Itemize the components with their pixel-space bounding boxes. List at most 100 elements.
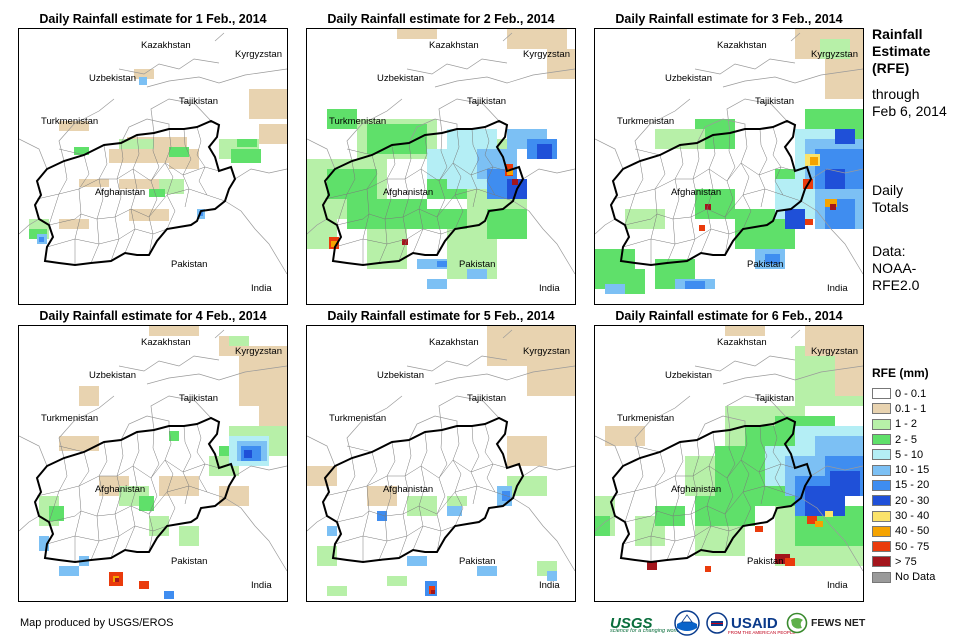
legend: RFE (mm) 0 - 0.1 0.1 - 1 1 - 2 2 - 5 5 - 10 1… — [872, 365, 972, 585]
legend-item: 20 - 30 — [872, 493, 972, 508]
rainfall-cell — [237, 139, 257, 147]
panel-title: Daily Rainfall estimate for 3 Feb., 2014 — [615, 12, 843, 26]
country-border — [810, 168, 863, 180]
country-label: Afghanistan — [671, 484, 721, 495]
province-border — [470, 128, 480, 208]
rainfall-layer — [595, 29, 863, 294]
legend-label: 10 - 15 — [895, 464, 930, 477]
rainfall-cell — [477, 566, 497, 576]
rainfall-cell — [59, 219, 89, 229]
province-border — [164, 128, 176, 230]
neighbor-borders — [595, 32, 863, 275]
country-label: Turkmenistan — [41, 413, 98, 424]
province-border — [624, 457, 644, 523]
usgs-tagline: science for a changing world — [610, 628, 680, 634]
rainfall-layer — [307, 326, 575, 596]
rainfall-cell — [229, 336, 249, 346]
province-border — [148, 429, 160, 553]
rainfall-cell — [387, 576, 407, 586]
rainfall-cell — [159, 179, 184, 194]
rainfall-cell — [417, 259, 447, 269]
country-border — [694, 58, 796, 75]
province-border — [336, 160, 356, 226]
rainfall-cell — [39, 536, 49, 551]
province-border — [336, 485, 514, 523]
rainfall-cell — [407, 556, 427, 566]
map-panel-2: Daily Rainfall estimate for 2 Feb., 2014… — [306, 10, 576, 320]
country-border — [800, 497, 863, 572]
rainfall-cell — [49, 506, 64, 521]
rainfall-cell — [79, 179, 109, 187]
map-panel-6: Daily Rainfall estimate for 6 Feb., 2014… — [594, 307, 864, 617]
country-border — [696, 415, 746, 441]
rainfall-cell — [805, 326, 863, 356]
map-svg: Kazakhstan Kyrgyzstan Uzbekistan Tajikistan… — [307, 326, 575, 596]
country-border — [214, 329, 225, 339]
rainfall-cell — [119, 179, 159, 189]
rainfall-cell — [547, 49, 575, 79]
country-border — [234, 465, 287, 477]
legend-items: 0 - 0.1 0.1 - 1 1 - 2 2 - 5 5 - 10 10 - 15 15 … — [872, 386, 972, 585]
province-border — [758, 425, 768, 505]
rainfall-cell — [169, 431, 179, 441]
usaid-logo-text: USAID — [731, 614, 778, 632]
country-label: Kyrgyzstan — [523, 49, 570, 60]
country-border — [434, 365, 575, 385]
rainfall-cell — [59, 566, 79, 576]
country-border — [790, 329, 801, 339]
country-border — [150, 395, 212, 431]
country-label: Pakistan — [747, 259, 783, 270]
rainfall-cell — [149, 189, 165, 197]
rainfall-cell — [835, 356, 863, 396]
country-border — [120, 118, 170, 144]
province-border — [362, 154, 378, 265]
country-border — [150, 98, 212, 134]
rainfall-map: Kazakhstan Kyrgyzstan Uzbekistan Tajikistan… — [306, 325, 576, 602]
country-border — [19, 218, 40, 235]
province-border — [724, 429, 736, 553]
country-border — [502, 32, 513, 42]
side-title-line: Rainfall — [872, 26, 923, 42]
province-border — [148, 132, 160, 256]
panel-title: Daily Rainfall estimate for 6 Feb., 2014 — [615, 309, 843, 323]
rainfall-layer — [307, 29, 575, 289]
country-border — [19, 515, 40, 532]
legend-label: > 75 — [895, 555, 917, 568]
legend-item: 10 - 15 — [872, 462, 972, 477]
fews-net-globe-icon — [786, 612, 808, 634]
rainfall-cell — [219, 446, 234, 456]
legend-item: 2 - 5 — [872, 432, 972, 447]
legend-label: 30 - 40 — [895, 510, 930, 523]
province-border — [36, 162, 220, 200]
rainfall-cell — [527, 366, 575, 396]
legend-item: > 75 — [872, 554, 972, 569]
country-border — [438, 98, 500, 134]
legend-swatch — [872, 449, 891, 461]
rainfall-layer — [29, 69, 287, 244]
country-label: Kazakhstan — [717, 337, 767, 348]
rainfall-map: Kazakhstan Kyrgyzstan Uzbekistan Tajikistan… — [18, 28, 288, 305]
map-svg: Kazakhstan Kyrgyzstan Uzbekistan Tajikistan… — [595, 29, 863, 294]
province-border — [74, 154, 90, 265]
country-label: Pakistan — [171, 556, 207, 567]
legend-item: 50 - 75 — [872, 539, 972, 554]
side-data-line: RFE2.0 — [872, 277, 920, 293]
country-label: Afghanistan — [95, 484, 145, 495]
side-through-line: Feb 6, 2014 — [872, 103, 947, 119]
country-border — [694, 355, 796, 372]
province-border — [324, 459, 508, 497]
province-border — [46, 228, 168, 248]
neighbor-borders — [307, 32, 575, 275]
rainfall-cell — [169, 147, 189, 157]
neighbor-borders — [19, 329, 287, 572]
rainfall-cell — [149, 326, 199, 336]
country-border — [595, 435, 624, 467]
province-border — [46, 525, 168, 545]
rainfall-cell — [705, 204, 711, 210]
rainfall-cell — [231, 149, 261, 163]
rainfall-cell — [317, 546, 337, 566]
legend-label: 20 - 30 — [895, 494, 930, 507]
rainfall-cell — [467, 269, 487, 279]
rainfall-cell — [219, 486, 249, 506]
country-border — [146, 365, 287, 385]
